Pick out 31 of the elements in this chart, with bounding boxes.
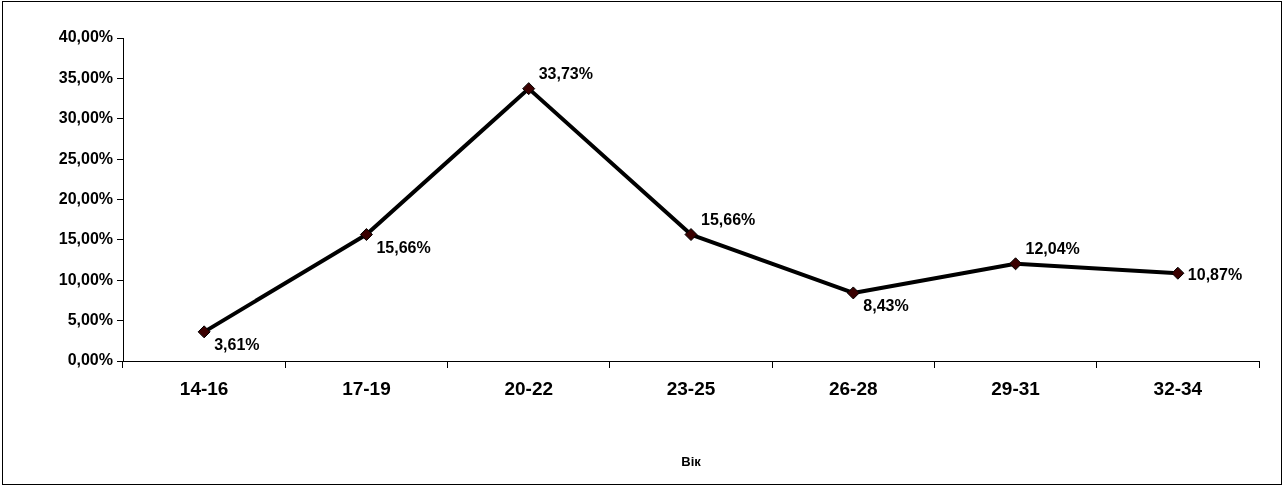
point — [684, 228, 698, 242]
x-tick-label: 20-22 — [504, 377, 554, 399]
y-tick-label: 35,00% — [58, 68, 113, 86]
data-label: 15,66% — [376, 238, 431, 256]
point — [1009, 257, 1023, 271]
x-tick-label: 32-34 — [1153, 377, 1203, 399]
y-tick-label: 0,00% — [67, 351, 113, 369]
x-tick-label: 29-31 — [991, 377, 1041, 399]
point — [1171, 266, 1185, 280]
data-label: 3,61% — [214, 336, 260, 354]
x-axis-title: Вік — [681, 453, 702, 469]
y-tick-label: 15,00% — [58, 230, 113, 248]
data-label: 10,87% — [1187, 265, 1243, 283]
data-label: 33,73% — [538, 65, 593, 83]
x-tick-label: 23-25 — [666, 377, 716, 399]
y-tick-label: 30,00% — [58, 109, 113, 127]
x-tick-label: 17-19 — [342, 377, 391, 399]
point — [197, 325, 211, 339]
y-tick-label: 40,00% — [58, 28, 113, 46]
y-tick-label: 25,00% — [58, 149, 113, 167]
y-tick-label: 20,00% — [58, 189, 113, 207]
data-label: 15,66% — [701, 210, 756, 228]
x-tick-label: 14-16 — [179, 377, 229, 399]
x-tick-label: 26-28 — [828, 377, 878, 399]
point — [359, 228, 373, 242]
data-label: 12,04% — [1025, 240, 1080, 258]
y-tick-label: 5,00% — [67, 311, 113, 329]
point — [522, 82, 536, 96]
point — [846, 286, 860, 300]
data-label: 8,43% — [863, 297, 909, 315]
y-tick-label: 10,00% — [58, 270, 113, 288]
